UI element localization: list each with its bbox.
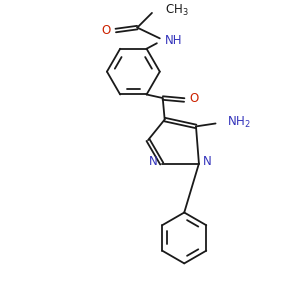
Text: N: N (203, 155, 212, 168)
Text: NH: NH (165, 34, 182, 47)
Text: O: O (189, 92, 199, 104)
Text: CH$_3$: CH$_3$ (165, 2, 188, 17)
Text: N: N (148, 155, 157, 168)
Text: NH$_2$: NH$_2$ (227, 115, 251, 130)
Text: O: O (101, 24, 111, 37)
